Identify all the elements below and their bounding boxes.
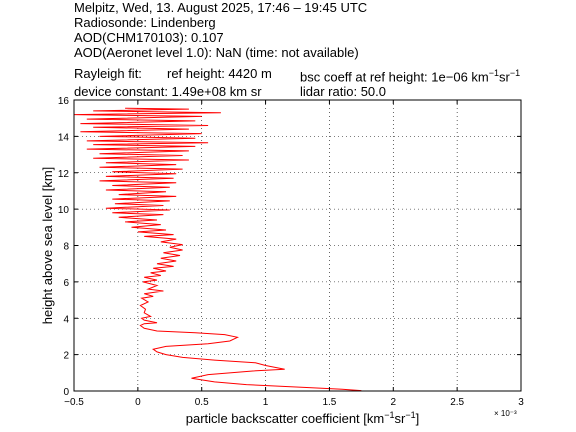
y-tick-label: 6	[63, 278, 69, 289]
x-tick-label: 2	[391, 397, 397, 408]
x-tick-label: 3	[518, 397, 524, 408]
x-tick-label: 0.5	[195, 397, 209, 408]
y-tick-label: 0	[63, 387, 69, 398]
bsc-coeff-sup1: −1	[488, 68, 500, 78]
x-tick-label: −0.5	[64, 397, 84, 408]
y-tick-label: 4	[63, 314, 69, 325]
x-tick-label: 2.5	[450, 397, 464, 408]
bsc-coeff-prefix: bsc coeff at ref height: 1e−06 km	[300, 69, 489, 85]
y-tick-label: 12	[58, 169, 70, 180]
x-label-sup2: −1	[405, 410, 415, 420]
bsc-coeff-label: bsc coeff at ref height: 1e−06 km−1sr−1	[300, 66, 520, 84]
device-constant-label: device constant: 1.49e+08 km sr	[74, 84, 262, 99]
x-label-sup1: −1	[384, 410, 394, 420]
x-label-prefix: particle backscatter coefficient [km	[186, 411, 384, 426]
x-tick-label: 1	[263, 397, 269, 408]
y-axis-label: height above sea level [km]	[40, 167, 55, 325]
backscatter-profile-line	[73, 107, 362, 392]
x-axis-label: particle backscatter coefficient [km−1sr…	[186, 410, 419, 426]
y-tick-label: 14	[58, 132, 70, 143]
title-location-time: Melpitz, Wed, 13. August 2025, 17:46 – 1…	[74, 0, 368, 15]
y-tick-label: 10	[58, 205, 70, 216]
bsc-coeff-sr: sr	[499, 69, 510, 85]
bsc-coeff-sup2: −1	[509, 68, 521, 78]
x-exponent-label: × 10⁻³	[494, 409, 517, 418]
data-series	[73, 107, 362, 392]
aod-chm-label: AOD(CHM170103): 0.107	[74, 30, 224, 45]
y-tick-label: 8	[63, 242, 69, 253]
grid-lines	[74, 100, 521, 391]
x-tick-label: 1.5	[322, 397, 336, 408]
y-tick-label: 2	[63, 351, 69, 362]
ref-height-label: ref height: 4420 m	[167, 66, 272, 81]
rayleigh-fit-label: Rayleigh fit:	[74, 66, 142, 81]
x-label-suffix: ]	[416, 411, 420, 426]
y-tick-label: 16	[58, 96, 70, 107]
radiosonde-label: Radiosonde: Lindenberg	[74, 15, 216, 30]
x-label-sr: sr	[394, 411, 406, 426]
lidar-ratio-label: lidar ratio: 50.0	[300, 84, 386, 99]
aod-aeronet-label: AOD(Aeronet level 1.0): NaN (time: not a…	[74, 45, 359, 60]
x-tick-label: 0	[135, 397, 141, 408]
